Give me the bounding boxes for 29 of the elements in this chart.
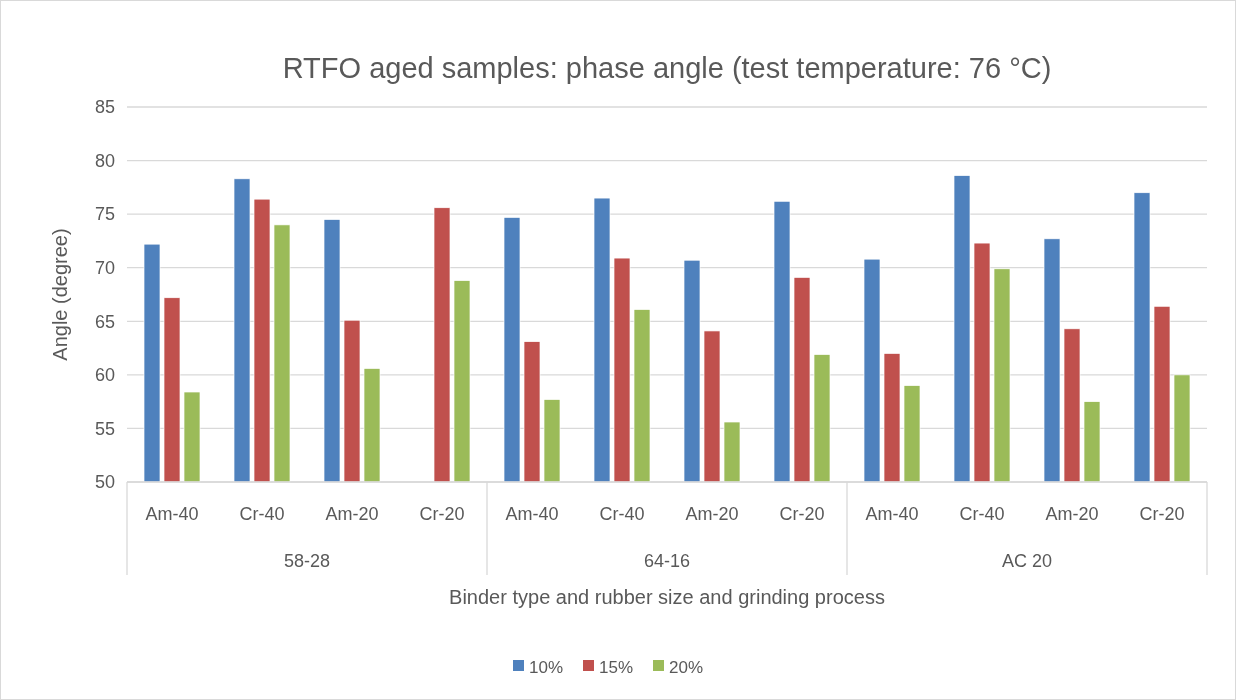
y-tick-label: 60 <box>94 365 115 386</box>
text: AC 20 <box>1001 551 1053 571</box>
x-tick-label: Am-20 <box>685 504 739 524</box>
x-axis-title: Binder type and rubber size and grinding process <box>449 586 885 608</box>
text: 58-28 <box>283 551 331 571</box>
y-tick-label: 55 <box>94 418 115 439</box>
legend-label: 10% <box>529 657 564 677</box>
text: 64-16 <box>643 551 691 571</box>
x-tick-label: Am-20 <box>1045 504 1099 524</box>
y-axis-title: Angle (degree) <box>49 228 71 361</box>
chart-title: RTFO aged samples: phase angle (test temperature: 76 °C) <box>282 52 1052 84</box>
x-tick-label: Am-40 <box>145 504 199 524</box>
x-tick-label: Cr-20 <box>1139 504 1185 524</box>
x-tick-label: Am-40 <box>865 504 919 524</box>
x-tick-label: Cr-20 <box>779 504 825 524</box>
x-tick-label: Cr-40 <box>959 504 1005 524</box>
y-tick-label: 65 <box>94 311 115 332</box>
legend-label: 15% <box>599 657 634 677</box>
y-tick-label: 75 <box>94 204 115 225</box>
y-tick-label: 80 <box>94 150 115 171</box>
x-tick-label: Cr-20 <box>419 504 465 524</box>
x-tick-label: Cr-40 <box>599 504 645 524</box>
x-tick-label: Am-20 <box>325 504 379 524</box>
y-tick-label: 50 <box>94 472 115 493</box>
x-tick-label: Cr-40 <box>239 504 285 524</box>
y-tick-label: 70 <box>94 258 115 279</box>
x-tick-label: Am-40 <box>505 504 559 524</box>
y-tick-label: 85 <box>94 97 115 118</box>
legend-label: 20% <box>669 657 704 677</box>
